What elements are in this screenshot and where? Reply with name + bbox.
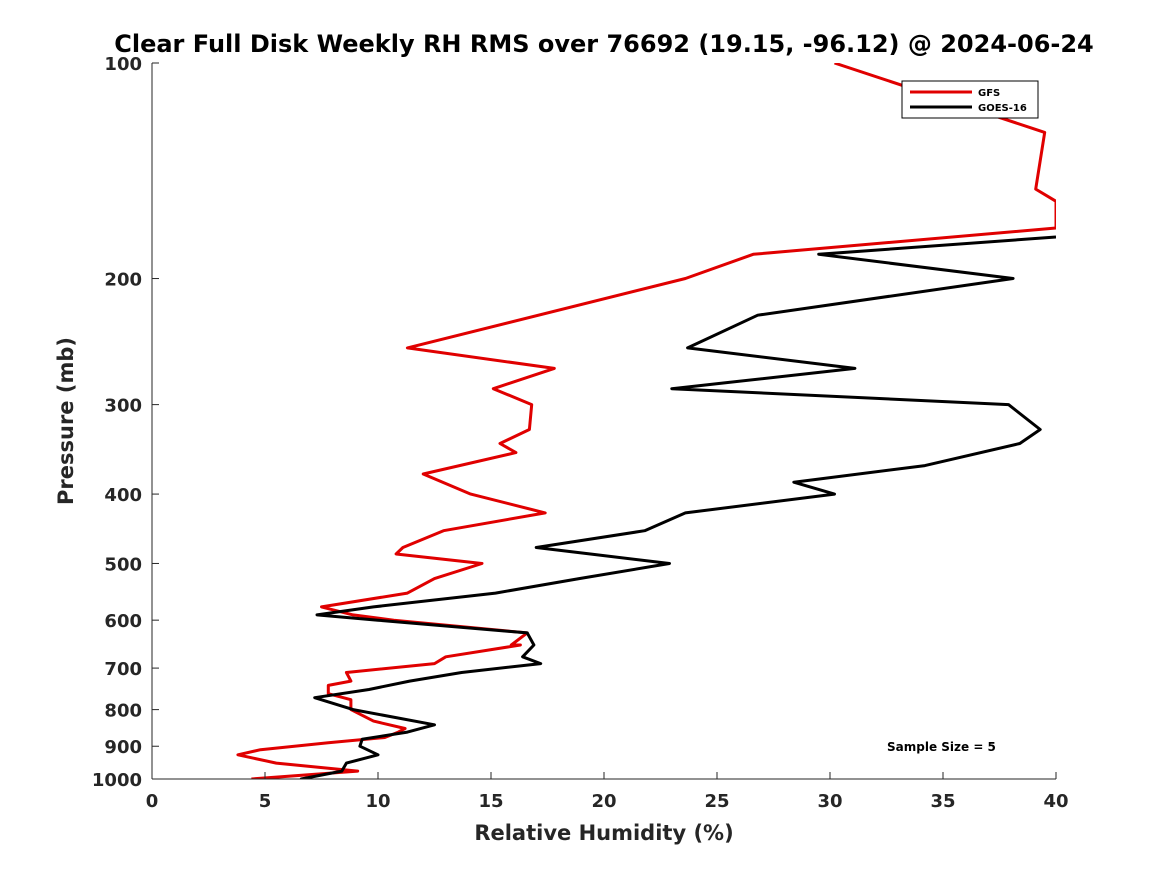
x-tick-label: 0 bbox=[146, 791, 159, 812]
legend-label-gfs: GFS bbox=[978, 88, 1000, 99]
plot-area bbox=[152, 63, 1056, 779]
legend: GFS GOES-16 bbox=[901, 80, 1039, 119]
x-tick-label: 35 bbox=[930, 791, 955, 812]
y-axis-label: Pressure (mb) bbox=[54, 337, 78, 505]
x-tick-label: 30 bbox=[817, 791, 842, 812]
y-tick-label: 800 bbox=[104, 701, 142, 722]
x-tick-label: 40 bbox=[1043, 791, 1068, 812]
y-tick-label: 500 bbox=[104, 554, 142, 575]
x-tick-label: 10 bbox=[365, 791, 390, 812]
y-axis-ticks: 100 200 300 400 500 600 700 800 900 1000 bbox=[92, 54, 159, 791]
y-tick-label: 600 bbox=[104, 611, 142, 632]
legend-box bbox=[901, 80, 1039, 119]
x-axis-label: Relative Humidity (%) bbox=[474, 821, 733, 845]
y-tick-label: 100 bbox=[104, 54, 142, 75]
y-tick-label: 400 bbox=[104, 485, 142, 506]
x-tick-label: 15 bbox=[478, 791, 503, 812]
x-axis-ticks: 0 5 10 15 20 25 30 35 40 bbox=[146, 772, 1069, 812]
legend-label-goes16: GOES-16 bbox=[978, 103, 1027, 114]
series-layer bbox=[236, 63, 1056, 779]
y-tick-label: 900 bbox=[104, 737, 142, 758]
x-tick-label: 20 bbox=[591, 791, 616, 812]
series-line-gfs bbox=[236, 63, 1056, 779]
x-tick-label: 5 bbox=[259, 791, 272, 812]
sample-size-annotation: Sample Size = 5 bbox=[887, 740, 996, 754]
series-line-goes16 bbox=[299, 235, 1056, 779]
y-tick-label: 200 bbox=[104, 270, 142, 291]
chart-title: Clear Full Disk Weekly RH RMS over 76692… bbox=[114, 30, 1094, 58]
y-tick-label: 700 bbox=[104, 659, 142, 680]
x-tick-label: 25 bbox=[704, 791, 729, 812]
y-tick-label: 1000 bbox=[92, 770, 142, 791]
y-tick-label: 300 bbox=[104, 396, 142, 417]
